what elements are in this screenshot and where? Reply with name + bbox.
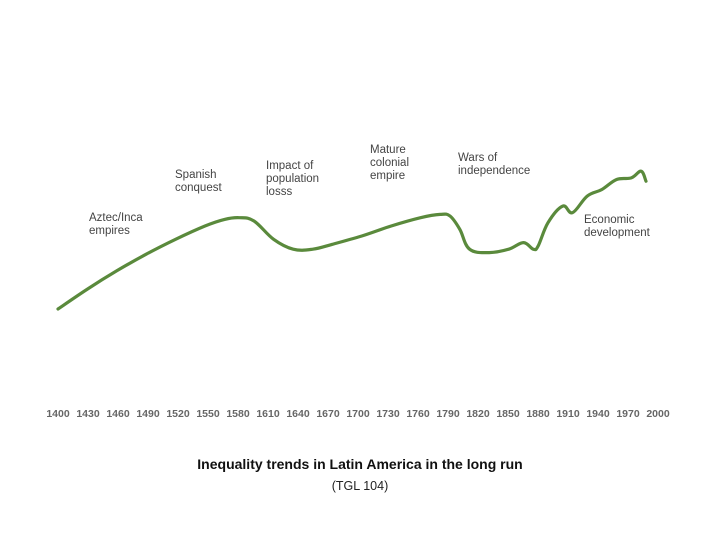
annotation-0: Aztec/Inca empires	[89, 212, 143, 237]
x-tick-label-1460: 1460	[106, 408, 130, 420]
x-tick-label-1580: 1580	[226, 408, 250, 420]
annotation-2: Impact of population losss	[266, 160, 319, 198]
x-tick-label-1430: 1430	[76, 408, 100, 420]
x-tick-label-1670: 1670	[316, 408, 340, 420]
x-tick-label-1940: 1940	[586, 408, 610, 420]
x-tick-label-1790: 1790	[436, 408, 460, 420]
x-tick-label-1880: 1880	[526, 408, 550, 420]
inequality-trend-line	[56, 169, 648, 311]
annotation-4: Wars of independence	[458, 152, 530, 177]
x-tick-label-1850: 1850	[496, 408, 520, 420]
x-tick-label-1490: 1490	[136, 408, 160, 420]
chart-title: Inequality trends in Latin America in th…	[197, 456, 523, 472]
chart-subtitle: (TGL 104)	[331, 479, 389, 493]
annotation-5: Economic development	[584, 214, 651, 239]
x-tick-label-2000: 2000	[646, 408, 670, 420]
x-tick-label-1700: 1700	[346, 408, 370, 420]
x-tick-label-1550: 1550	[196, 408, 220, 420]
x-tick-label-1400: 1400	[46, 408, 70, 420]
annotation-3: Mature colonial empire	[370, 144, 409, 182]
x-tick-label-1640: 1640	[286, 408, 310, 420]
x-tick-label-1520: 1520	[166, 408, 190, 420]
x-tick-label-1970: 1970	[616, 408, 640, 420]
annotations: Aztec/Inca empires Spanish conquest Impact o…	[89, 144, 651, 239]
annotation-1: Spanish conquest	[175, 169, 222, 194]
x-tick-label-1730: 1730	[376, 408, 400, 420]
x-axis-tick-labels: 1400 1430 1460 1490 1520 1550 1580 1610 1640 1670…	[46, 408, 670, 420]
x-tick-label-1610: 1610	[256, 408, 280, 420]
x-tick-label-1910: 1910	[556, 408, 580, 420]
x-tick-label-1760: 1760	[406, 408, 430, 420]
x-tick-label-1820: 1820	[466, 408, 490, 420]
